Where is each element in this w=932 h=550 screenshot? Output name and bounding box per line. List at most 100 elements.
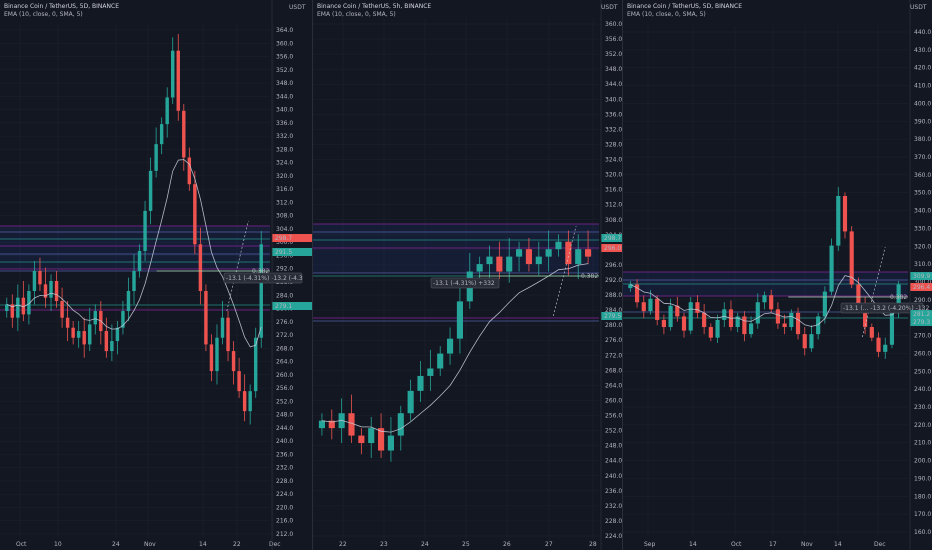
axis-unit: USDT (289, 4, 306, 11)
x-tick-label: 22 (233, 541, 241, 548)
candle-body (43, 284, 48, 298)
candle-body (648, 298, 653, 312)
candle-body (38, 270, 42, 285)
candle-body (789, 312, 794, 328)
y-tick-label: 212.0 (276, 531, 293, 538)
candle-body (876, 337, 881, 352)
price-tag (272, 302, 312, 310)
candle-body (159, 124, 164, 145)
y-tick-label: 288.0 (605, 292, 622, 299)
chart-canvas[interactable]: 440.0 430.0 420.0 410.0 400.0 390.0 380.0 370.0… (623, 0, 932, 550)
legend: Binance Coin / TetherUS, 5h, BINANCE EMA… (317, 3, 431, 19)
candle-body (387, 435, 394, 451)
y-tick-label: 340.0 (605, 96, 622, 103)
price-tag-label: 281.2 (913, 311, 930, 318)
y-tick-label: 240.0 (276, 438, 293, 445)
candle-body (88, 324, 92, 345)
fib-label: 0.382 (581, 273, 598, 280)
y-tick-label: 320.0 (914, 243, 931, 250)
candle-body (437, 353, 444, 369)
candle-body (809, 334, 814, 349)
chart-pane-left[interactable]: Binance Coin / TetherUS, 5D, BINANCE EMA… (0, 0, 312, 550)
candle-body (137, 250, 142, 271)
y-tick-label: 340.0 (276, 107, 293, 114)
y-tick-label: 216.0 (276, 518, 293, 525)
candle-body (259, 244, 263, 338)
indicator-title: EMA (10, close, 0, SMA, 5) (4, 11, 83, 18)
candle-body (675, 305, 680, 317)
y-tick-label: 348.0 (605, 66, 622, 73)
candle-body (661, 319, 666, 328)
candle-body (722, 309, 727, 320)
candle-body (447, 338, 454, 354)
price-tag (272, 248, 312, 256)
price-tag-label: 309.9 (913, 273, 930, 280)
candle-body (555, 241, 562, 250)
legend: Binance Coin / TetherUS, 5D, BINANCE EMA… (627, 3, 742, 19)
y-tick-label: 252.0 (276, 398, 293, 405)
price-tag (910, 272, 932, 280)
candle-body (104, 331, 109, 352)
x-tick-label: 17 (769, 541, 777, 548)
x-tick-label: 14 (689, 541, 697, 548)
y-tick-label: 232.0 (605, 503, 622, 510)
candle-body (368, 428, 375, 444)
measure-label: -13.1 (... -13.2 (-4.20%) -132 (843, 305, 929, 312)
x-tick-label: 10 (54, 541, 62, 548)
x-tick-label: Dec (874, 541, 886, 548)
y-tick-label: 360.0 (276, 40, 293, 47)
y-tick-label: 330.0 (914, 225, 931, 232)
y-tick-label: 280.0 (605, 322, 622, 329)
fib-label: 0.382 (252, 268, 269, 275)
x-tick-label: 27 (545, 541, 553, 548)
x-tick-label: Nov (144, 541, 156, 548)
y-tick-label: 244.0 (605, 458, 622, 465)
y-tick-label: 440.0 (914, 29, 931, 36)
y-tick-label: 300.0 (276, 239, 293, 246)
y-tick-label: 236.0 (605, 488, 622, 495)
y-tick-label: 324.0 (276, 160, 293, 167)
candle-body (242, 391, 247, 412)
candle-body (193, 184, 197, 245)
candle-body (397, 413, 404, 436)
candle-body (154, 144, 158, 171)
chart-pane-middle[interactable]: Binance Coin / TetherUS, 5h, BINANCE EMA… (312, 0, 623, 550)
candle-body (795, 312, 801, 335)
y-tick-label: 340.0 (914, 208, 931, 215)
candle-body (417, 375, 424, 391)
chart-canvas[interactable]: 360.0 356.0 352.0 348.0 344.0 340.0 336.0 332.0… (313, 0, 623, 550)
y-tick-label: 244.0 (276, 425, 293, 432)
y-tick-label: 360.0 (914, 172, 931, 179)
candle-body (782, 323, 787, 328)
x-tick-label: 26 (503, 541, 511, 548)
x-tick-label: 22 (339, 541, 347, 548)
x-tick-label: 14 (199, 541, 207, 548)
y-tick-label: 228.0 (276, 478, 293, 485)
candle-body (695, 302, 700, 313)
x-tick-label: 23 (380, 541, 388, 548)
fib-label: 0.382 (890, 294, 907, 301)
price-tag-label: 296.4 (913, 284, 930, 291)
y-tick-label: 320.0 (276, 173, 293, 180)
chart-pane-right[interactable]: Binance Coin / TetherUS, 5D, BINANCE EMA… (622, 0, 932, 550)
y-tick-label: 256.0 (276, 385, 293, 392)
y-tick-label: 380.0 (914, 136, 931, 143)
price-tag-label: 279.5 (604, 313, 621, 320)
candle-body (535, 256, 542, 265)
candle-body (226, 317, 230, 352)
y-tick-label: 260.0 (605, 397, 622, 404)
y-tick-label: 232.0 (276, 465, 293, 472)
candle-body (220, 317, 225, 338)
y-tick-label: 308.0 (276, 213, 293, 220)
candle-body (49, 281, 53, 298)
y-tick-label: 296.0 (605, 262, 622, 269)
candle-body (496, 256, 503, 272)
y-tick-label: 332.0 (276, 133, 293, 140)
candle-body (883, 344, 888, 352)
y-tick-label: 344.0 (605, 81, 622, 88)
chart-canvas[interactable]: 364.0 360.0 356.0 352.0 348.0 344.0 340.0 336.0… (0, 0, 312, 550)
candle-body (27, 291, 31, 315)
candle-body (187, 157, 192, 185)
y-tick-label: 316.0 (605, 187, 622, 194)
candle-body (816, 316, 821, 335)
